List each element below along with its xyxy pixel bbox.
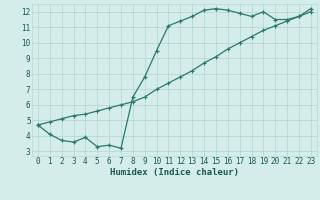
X-axis label: Humidex (Indice chaleur): Humidex (Indice chaleur) (110, 168, 239, 177)
